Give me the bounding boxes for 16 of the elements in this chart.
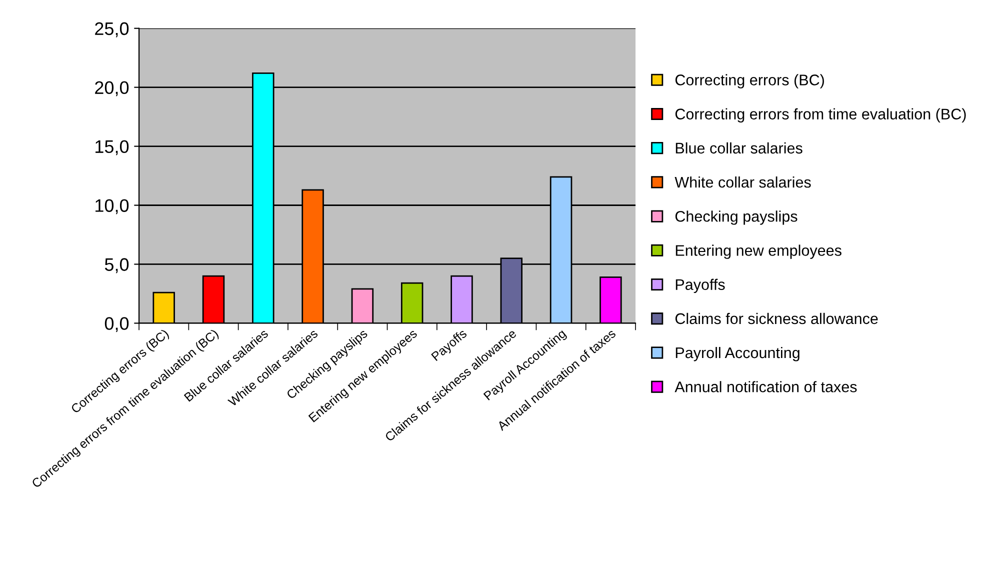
legend-label: White collar salaries (674, 176, 811, 188)
legend-label: Correcting errors from time evaluation (BC) (675, 108, 966, 122)
y-tick-label: 5,0 (104, 258, 129, 274)
y-tick-label: 10,0 (96, 199, 129, 214)
legend-label: Payroll Accounting (676, 346, 800, 362)
legend-label: Annual notification of taxes (674, 381, 857, 392)
legend-label: Checking payslips (675, 210, 798, 225)
legend-label: Claims for sickness allowance (675, 312, 878, 324)
y-tick-label: 0,0 (104, 317, 129, 332)
legend-label: Entering new employees (676, 244, 842, 259)
y-tick-label: 25,0 (95, 22, 129, 38)
y-tick-label: 15,0 (96, 140, 129, 156)
legend-label: Correcting errors (BC) (675, 74, 824, 88)
y-tick-label: 20,0 (95, 81, 129, 96)
legend-label: Payoffs (676, 278, 725, 294)
legend-label: Blue collar salaries (676, 142, 802, 154)
